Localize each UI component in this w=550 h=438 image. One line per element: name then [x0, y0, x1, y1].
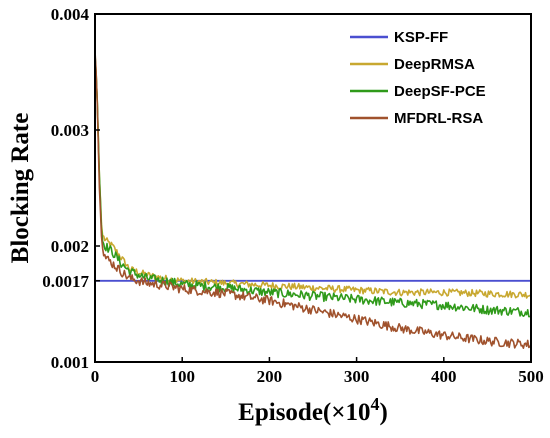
legend: KSP-FF DeepRMSA DeepSF-PCE MFDRL-RSA: [350, 29, 486, 127]
x-axis-title-exponent: 4: [371, 394, 380, 414]
x-tick-label: 100: [169, 367, 195, 386]
y-axis-title: Blocking Rate: [7, 113, 34, 264]
y-tick-label: 0.002: [51, 237, 89, 256]
series-layer: [94, 51, 532, 350]
x-axis-title-main: Episode(×10: [238, 399, 370, 426]
x-tick-label: 0: [91, 367, 100, 386]
y-tick-label: 0.003: [51, 121, 89, 140]
y-tick-label: 0.0017: [42, 272, 89, 291]
series-line-deepsf-pce: [94, 54, 532, 318]
x-tick-label: 200: [257, 367, 283, 386]
legend-label: MFDRL-RSA: [394, 110, 483, 127]
y-tick-label: 0.001: [51, 353, 89, 372]
legend-label: KSP-FF: [394, 29, 448, 46]
legend-label: DeepSF-PCE: [394, 83, 486, 100]
x-axis-title-close: ): [380, 399, 388, 426]
x-tick-label: 500: [518, 367, 544, 386]
x-axis-title: Episode(×104): [238, 394, 388, 426]
x-tick-label: 400: [431, 367, 457, 386]
y-tick-label: 0.004: [51, 5, 90, 24]
series-line-mfdrl-rsa: [94, 51, 532, 350]
plot-frame: [94, 13, 532, 363]
legend-label: DeepRMSA: [394, 56, 475, 73]
ticks-layer: 0 100 200 300 400 500 0.001 0.0017 0.002 0.003 0.0…: [42, 5, 544, 386]
x-tick-label: 300: [344, 367, 370, 386]
